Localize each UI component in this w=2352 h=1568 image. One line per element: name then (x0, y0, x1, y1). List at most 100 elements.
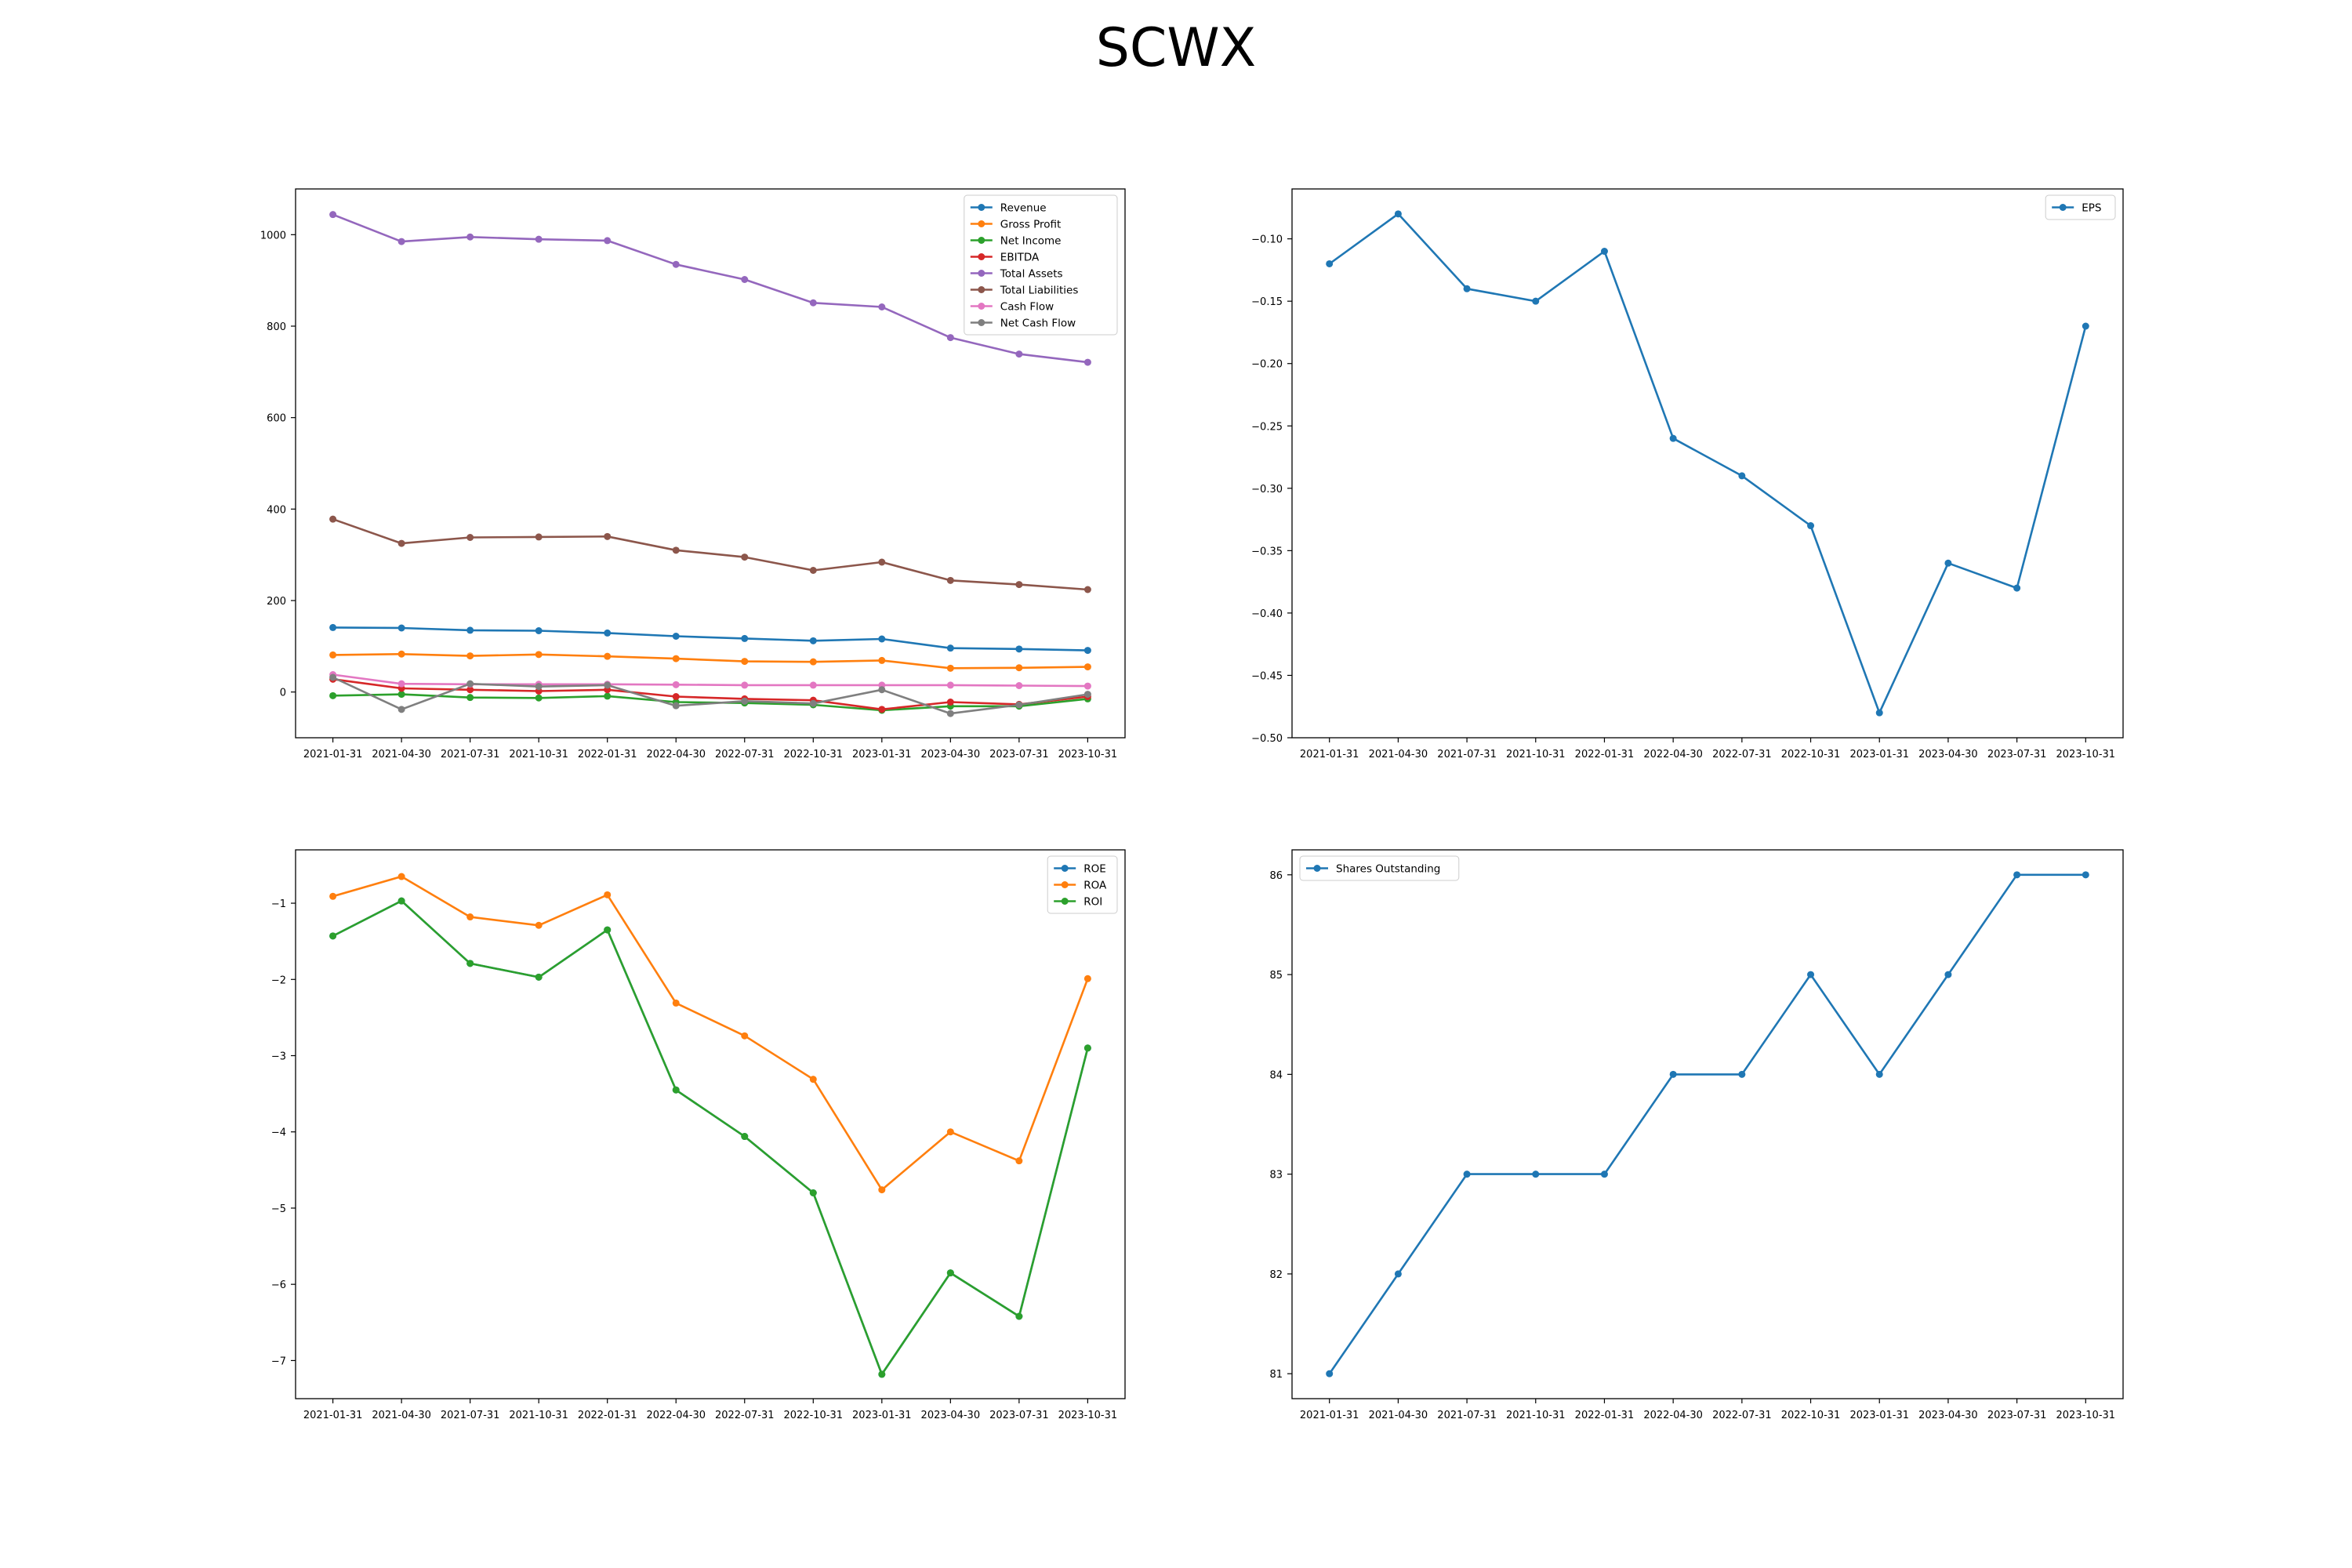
y-tick-label: −0.30 (1251, 484, 1283, 495)
y-tick-label: 84 (1269, 1069, 1283, 1081)
data-point-roi (466, 960, 474, 967)
data-point-roi (809, 1189, 817, 1196)
data-point-shares-outstanding (1875, 1070, 1883, 1078)
series-line-cash-flow (332, 673, 1088, 688)
data-point-net-income (397, 691, 405, 699)
y-tick-label: −0.40 (1251, 608, 1283, 620)
data-point-roa (466, 913, 474, 921)
x-tick-label: 2023-07-31 (1987, 1410, 2047, 1421)
data-point-shares-outstanding (1807, 971, 1815, 978)
y-tick-label: −0.45 (1251, 670, 1283, 682)
x-tick-label: 2022-04-30 (646, 749, 706, 760)
x-tick-label: 2021-01-31 (1300, 1410, 1359, 1421)
data-point-cash-flow (1015, 682, 1023, 689)
data-point-roa (1015, 1157, 1023, 1165)
series-line-gross-profit (332, 652, 1088, 670)
data-point-total-assets (741, 276, 749, 283)
x-tick-label: 2021-07-31 (1437, 1410, 1497, 1421)
returns-chart: 2021-01-31 2021-04-30 2021-07-31 2021-10-31… (271, 849, 1126, 1421)
legend-marker (2059, 204, 2067, 211)
data-point-roi (535, 973, 543, 981)
eps-chart: 2021-01-31 2021-04-30 2021-07-31 2021-10-31… (1251, 188, 2124, 760)
x-tick-label: 2022-10-31 (784, 1410, 844, 1421)
data-point-roi (672, 1086, 680, 1094)
legend-marker (978, 253, 985, 260)
data-point-roa (535, 921, 543, 929)
data-point-total-liabilities (672, 546, 680, 554)
data-point-roa (1083, 975, 1091, 982)
data-point-cash-flow (397, 680, 405, 688)
x-tick-label: 2022-01-31 (1575, 749, 1635, 760)
data-point-roi (741, 1133, 749, 1141)
x-tick-label: 2023-07-31 (989, 1410, 1049, 1421)
legend-marker (1061, 865, 1069, 872)
data-point-total-assets (1083, 358, 1091, 366)
legend-label: Revenue (1000, 202, 1047, 215)
y-tick-label: 0 (280, 688, 286, 699)
data-point-total-liabilities (535, 533, 543, 541)
data-point-net-income (604, 692, 612, 700)
x-tick-label: 2022-04-30 (1643, 1410, 1703, 1421)
data-point-roi (397, 897, 405, 905)
data-point-net-income (466, 694, 474, 702)
series-line-total-assets (332, 213, 1088, 364)
y-tick-label: 86 (1269, 870, 1283, 882)
data-point-shares-outstanding (1463, 1171, 1471, 1178)
x-tick-label: 2021-01-31 (1300, 749, 1359, 760)
data-point-revenue (535, 627, 543, 634)
legend: EPS (2045, 194, 2116, 220)
x-tick-label: 2022-07-31 (715, 1410, 775, 1421)
x-tick-label: 2022-01-31 (578, 1410, 637, 1421)
x-tick-label: 2023-04-30 (921, 1410, 981, 1421)
series-line-total-liabilities (332, 517, 1088, 591)
data-point-ebitda (672, 693, 680, 700)
y-tick-label: 600 (267, 413, 286, 425)
data-point-net-cash-flow (397, 706, 405, 713)
x-tick-label: 2023-01-31 (1849, 1410, 1909, 1421)
x-tick-label: 2023-10-31 (1058, 1410, 1118, 1421)
series-line-roe (332, 899, 1089, 1376)
series-line-ebitda (332, 678, 1088, 711)
plot-frame (295, 849, 1126, 1399)
data-point-gross-profit (672, 655, 680, 662)
data-point-total-assets (466, 233, 474, 241)
data-point-roi (946, 1269, 954, 1277)
data-point-eps (2082, 322, 2089, 330)
data-point-eps (2013, 584, 2021, 592)
data-point-total-assets (672, 260, 680, 268)
data-point-total-liabilities (1015, 581, 1023, 589)
y-tick-label: −0.35 (1251, 546, 1283, 557)
y-tick-label: −1 (271, 898, 286, 910)
data-point-gross-profit (329, 651, 337, 659)
data-point-total-assets (604, 237, 612, 245)
data-point-roi (1015, 1312, 1023, 1320)
y-tick-label: 400 (267, 504, 286, 516)
data-point-net-income (329, 691, 337, 699)
x-tick-label: 2022-10-31 (1781, 1410, 1841, 1421)
series-line-roi (332, 899, 1089, 1376)
data-point-total-assets (878, 303, 886, 310)
data-point-gross-profit (604, 652, 612, 660)
x-tick-label: 2021-04-30 (372, 749, 431, 760)
data-point-eps (1669, 434, 1677, 442)
data-point-total-assets (329, 211, 337, 219)
legend-label: Gross Profit (1000, 219, 1062, 231)
data-point-revenue (466, 626, 474, 634)
data-point-eps (1944, 559, 1952, 567)
data-point-net-cash-flow (329, 673, 337, 681)
x-tick-label: 2023-04-30 (1918, 749, 1978, 760)
data-point-net-cash-flow (672, 702, 680, 710)
x-tick-label: 2023-07-31 (1987, 749, 2047, 760)
plot-frame (1291, 849, 2124, 1399)
data-point-cash-flow (1083, 682, 1091, 690)
legend-label: ROE (1083, 863, 1106, 876)
data-point-revenue (397, 624, 405, 632)
x-tick-label: 2022-07-31 (1712, 1410, 1772, 1421)
data-point-roa (946, 1128, 954, 1136)
data-point-eps (1600, 248, 1608, 256)
data-point-revenue (1083, 647, 1091, 655)
x-tick-label: 2022-01-31 (1575, 1410, 1635, 1421)
y-tick-label: 81 (1269, 1369, 1283, 1381)
x-tick-label: 2021-10-31 (509, 749, 568, 760)
data-point-gross-profit (1015, 664, 1023, 672)
